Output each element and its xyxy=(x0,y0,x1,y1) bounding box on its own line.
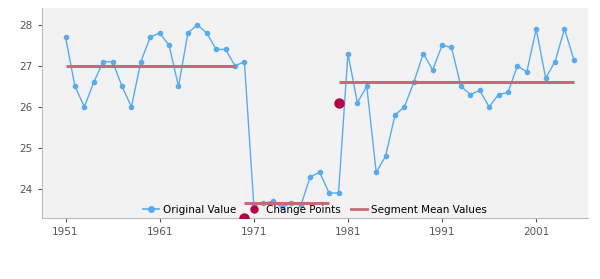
Legend: Original Value, Change Points, Segment Mean Values: Original Value, Change Points, Segment M… xyxy=(143,205,487,215)
